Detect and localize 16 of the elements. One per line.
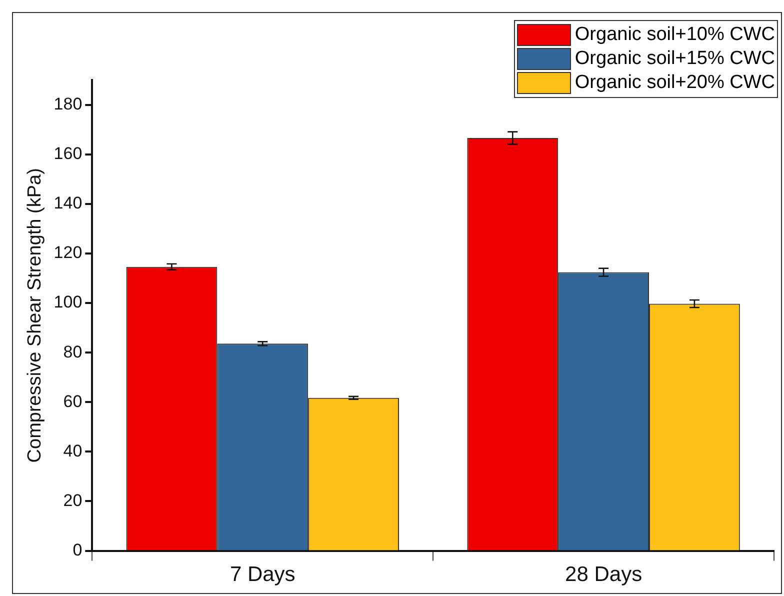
y-tick-label: 120 [54, 243, 82, 262]
x-tick-label: 7 Days [230, 563, 296, 586]
y-tick-label: 160 [54, 144, 82, 164]
y-tick-label: 20 [63, 490, 82, 510]
y-tick-label: 140 [54, 194, 82, 213]
y-tick-label: 180 [54, 94, 82, 114]
y-tick-label: 40 [63, 441, 82, 460]
legend-label: Organic soil+20% CWC [574, 72, 775, 94]
x-tick-label: 28 Days [565, 563, 642, 586]
y-tick-label: 0 [72, 540, 82, 560]
y-tick-label: 100 [54, 292, 82, 312]
y-tick-label: 60 [63, 392, 82, 411]
legend-label: Organic soil+15% CWC [574, 48, 775, 70]
y-tick-label: 80 [63, 342, 82, 362]
y-axis-title: Compressive Shear Strength (kPa) [24, 168, 46, 463]
legend-label: Organic soil+10% CWC [574, 24, 775, 46]
